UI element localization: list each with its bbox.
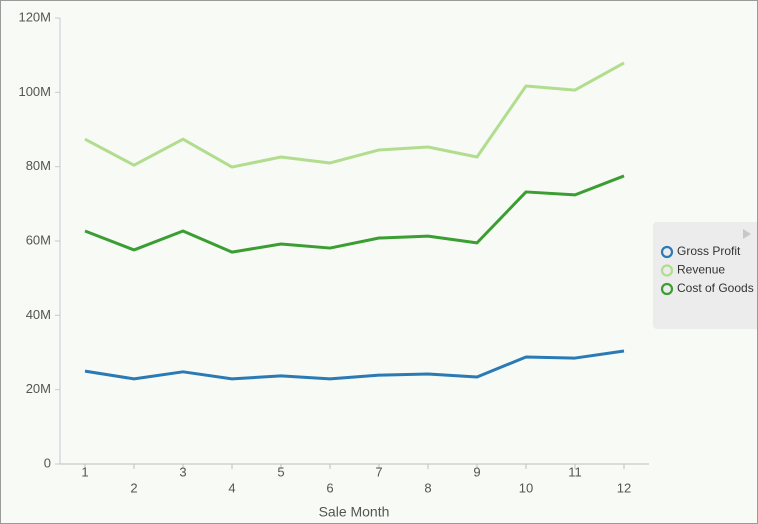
x-tick-label: 10 xyxy=(519,480,533,495)
x-tick-label: 2 xyxy=(130,480,137,495)
y-tick-label: 20M xyxy=(26,381,51,396)
y-tick-label: 80M xyxy=(26,158,51,173)
x-tick-label: 11 xyxy=(568,464,582,479)
legend-label[interactable]: Revenue xyxy=(677,263,725,277)
series-line xyxy=(84,349,625,381)
x-tick-label: 5 xyxy=(277,464,284,479)
y-tick-label: 0 xyxy=(44,455,51,470)
y-tick-label: 40M xyxy=(26,307,51,322)
x-tick-label: 4 xyxy=(228,480,235,495)
x-tick-label: 3 xyxy=(179,464,186,479)
y-tick-label: 100M xyxy=(18,84,51,99)
legend-marker xyxy=(660,264,674,277)
legend-marker xyxy=(660,282,674,296)
x-tick-label: 8 xyxy=(424,480,431,495)
legend-marker xyxy=(660,245,674,259)
legend-label[interactable]: Gross Profit xyxy=(677,244,741,258)
y-tick-label: 60M xyxy=(26,232,51,247)
legend-arrow[interactable] xyxy=(743,229,751,239)
series-line xyxy=(84,61,625,169)
y-tick-label: 120M xyxy=(18,9,51,24)
x-axis-title: Sale Month xyxy=(319,504,390,520)
legend-box xyxy=(653,222,757,329)
x-tick-label: 12 xyxy=(617,480,631,495)
series-line xyxy=(84,174,625,254)
x-tick-label: 6 xyxy=(326,480,333,495)
x-tick-label: 1 xyxy=(81,464,88,479)
legend-label[interactable]: Cost of Goods xyxy=(677,281,754,295)
x-tick-label: 9 xyxy=(473,464,480,479)
x-tick-label: 7 xyxy=(375,464,382,479)
